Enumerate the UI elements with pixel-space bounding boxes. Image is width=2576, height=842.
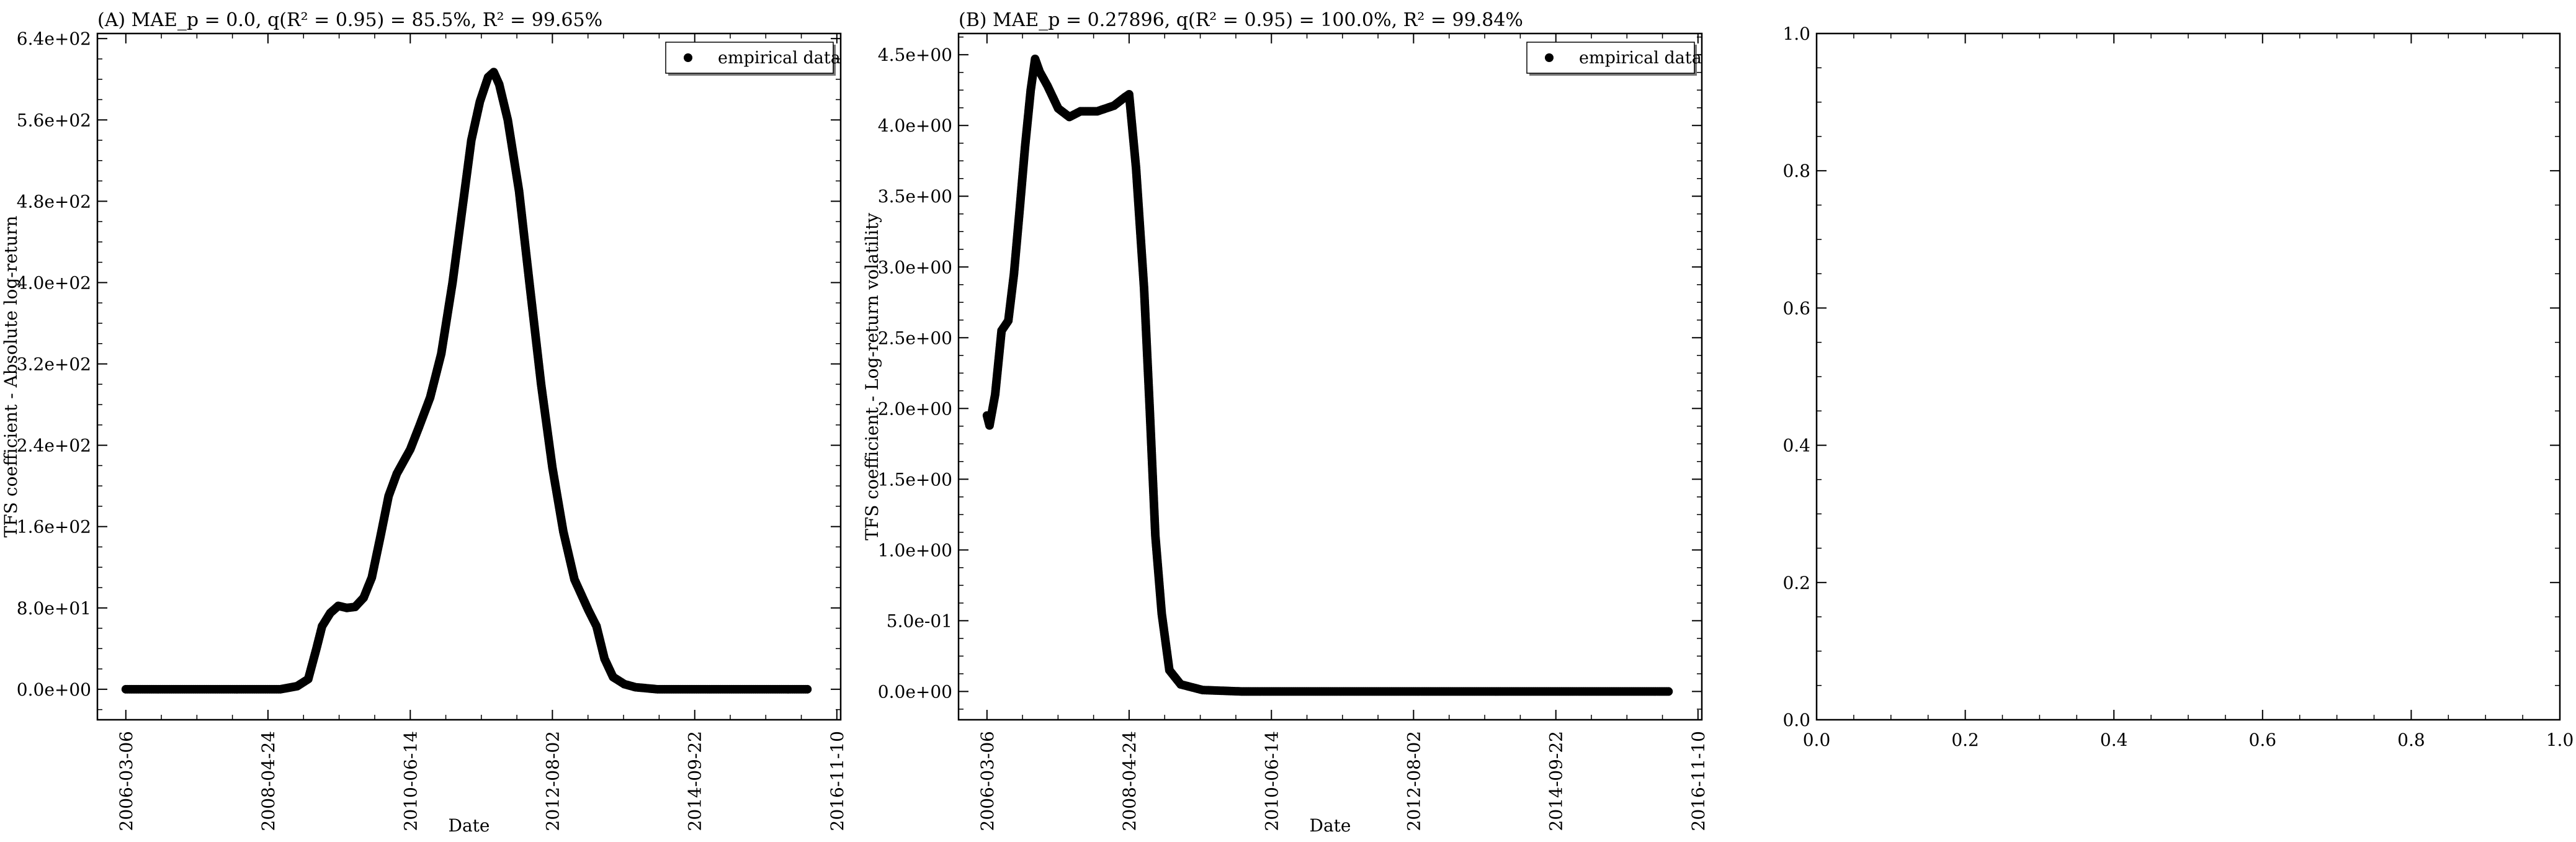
y-axis-title: TFS coefficient - Log-return volatility: [862, 213, 882, 540]
x-tick-label: 2012-08-02: [1403, 731, 1424, 831]
y-tick-label: 3.0e+00: [878, 257, 952, 277]
axes-frame: [96, 32, 842, 721]
y-tick-label: 1.0e+00: [878, 540, 952, 560]
x-tick-label: 2006-03-06: [116, 731, 136, 831]
x-tick-label: 2012-08-02: [542, 731, 563, 831]
y-tick-label: 1.0: [1782, 24, 1810, 44]
x-tick-label: 0.8: [2397, 730, 2425, 750]
legend-label: empirical data: [1579, 48, 1702, 68]
legend-label: empirical data: [718, 48, 841, 68]
panel-a: 2006-03-06 2008-04-24 2010-06-14 2012-08-02…: [1, 9, 847, 836]
y-tick-label: 3.2e+02: [17, 354, 91, 375]
y-tick-label: 2.0e+00: [878, 398, 952, 419]
y-tick-label: 0.4: [1782, 436, 1810, 456]
axes-frame: [1815, 32, 2561, 721]
x-tick-label: 0.2: [1951, 730, 1979, 750]
legend-marker: [684, 53, 692, 62]
panel-title: (B) MAE_p = 0.27896, q(R² = 0.95) = 100.…: [959, 9, 1523, 31]
y-tick-label: 2.4e+02: [17, 436, 91, 456]
x-tick-label: 2008-04-24: [258, 731, 279, 831]
x-axis-title: Date: [449, 815, 490, 836]
x-tick-label: 2014-09-22: [1546, 731, 1567, 831]
x-tick-label: 0.4: [2100, 730, 2128, 750]
data-point: [1664, 687, 1673, 696]
panel-c: 0.0 0.2 0.4 0.6 0.8 1.0 0.0 0.2 0.4 0.6 0.8 1.0: [1782, 24, 2574, 750]
y-tick-label: 0.8: [1782, 161, 1810, 181]
x-tick-label: 2010-06-14: [1261, 731, 1282, 831]
y-tick-label: 4.5e+00: [878, 45, 952, 65]
x-tick-label: 0.6: [2249, 730, 2277, 750]
x-tick-label: 2010-06-14: [400, 731, 421, 831]
y-axis-title: TFS coefficient - Absolute log-return: [1, 216, 21, 538]
y-tick-label: 1.5e+00: [878, 469, 952, 490]
y-tick-label: 0.0e+00: [878, 681, 952, 702]
axes-frame: [957, 32, 1703, 721]
panel-title: (A) MAE_p = 0.0, q(R² = 0.95) = 85.5%, R…: [97, 9, 602, 31]
legend-box: [1526, 42, 1695, 74]
x-tick-label: 1.0: [2546, 730, 2574, 750]
legend: empirical data: [1526, 42, 1702, 76]
data-point: [803, 684, 812, 694]
y-tick-label: 4.8e+02: [17, 191, 91, 212]
y-tick-label: 0.0: [1782, 710, 1810, 730]
y-tick-label: 8.0e+01: [17, 598, 91, 619]
y-tick-label: 4.0e+00: [878, 115, 952, 136]
y-tick-label: 1.6e+02: [17, 517, 91, 537]
y-tick-label: 0.2: [1782, 573, 1810, 593]
y-tick-label: 5.6e+02: [17, 110, 91, 130]
panel-b: 2006-03-06 2008-04-24 2010-06-14 2012-08-02…: [862, 9, 1709, 836]
legend-box: [665, 42, 834, 74]
legend: empirical data: [665, 42, 841, 76]
y-tick-label: 3.5e+00: [878, 186, 952, 207]
x-axis-title: Date: [1310, 815, 1351, 836]
y-tick-label: 5.0e-01: [887, 611, 952, 631]
x-tick-label: 2016-11-10: [1688, 731, 1709, 831]
x-tick-label: 2016-11-10: [827, 731, 847, 831]
y-tick-label: 2.5e+00: [878, 328, 952, 348]
series-0: [121, 68, 812, 694]
y-tick-label: 0.0e+00: [17, 679, 91, 700]
y-tick-label: 6.4e+02: [17, 29, 91, 49]
x-tick-label: 0.0: [1803, 730, 1831, 750]
x-tick-label: 2014-09-22: [685, 731, 705, 831]
y-tick-label: 0.6: [1782, 298, 1810, 318]
legend-marker: [1545, 53, 1554, 62]
y-tick-label: 4.0e+02: [17, 272, 91, 293]
series-0: [982, 55, 1673, 696]
x-tick-label: 2008-04-24: [1119, 731, 1140, 831]
x-tick-label: 2006-03-06: [977, 731, 998, 831]
